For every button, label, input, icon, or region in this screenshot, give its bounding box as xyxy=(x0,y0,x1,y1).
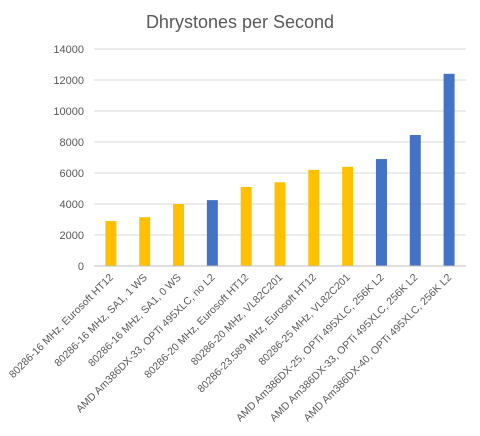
bar xyxy=(409,135,421,266)
y-axis-tick-labels: 0 2000 4000 6000 8000 10000 12000 14000 xyxy=(53,44,84,273)
y-tick-label: 12000 xyxy=(53,75,84,87)
y-tick-label: 4000 xyxy=(60,199,84,211)
y-tick-label: 8000 xyxy=(60,137,84,149)
bar xyxy=(375,159,387,266)
chart-title: Dhrystones per Second xyxy=(146,12,334,32)
y-tick-label: 0 xyxy=(78,261,84,273)
bar xyxy=(240,186,252,266)
bar xyxy=(342,166,354,266)
y-tick-label: 6000 xyxy=(60,168,84,180)
bar xyxy=(206,200,218,266)
y-tick-label: 2000 xyxy=(60,230,84,242)
y-tick-label: 10000 xyxy=(53,106,84,118)
bar xyxy=(105,221,117,266)
bars xyxy=(105,73,455,266)
y-tick-label: 14000 xyxy=(53,44,84,56)
bar xyxy=(308,169,320,266)
bar xyxy=(173,204,185,266)
bar xyxy=(443,73,455,266)
gridlines xyxy=(94,48,466,236)
bar xyxy=(139,217,151,266)
bar xyxy=(274,182,286,266)
